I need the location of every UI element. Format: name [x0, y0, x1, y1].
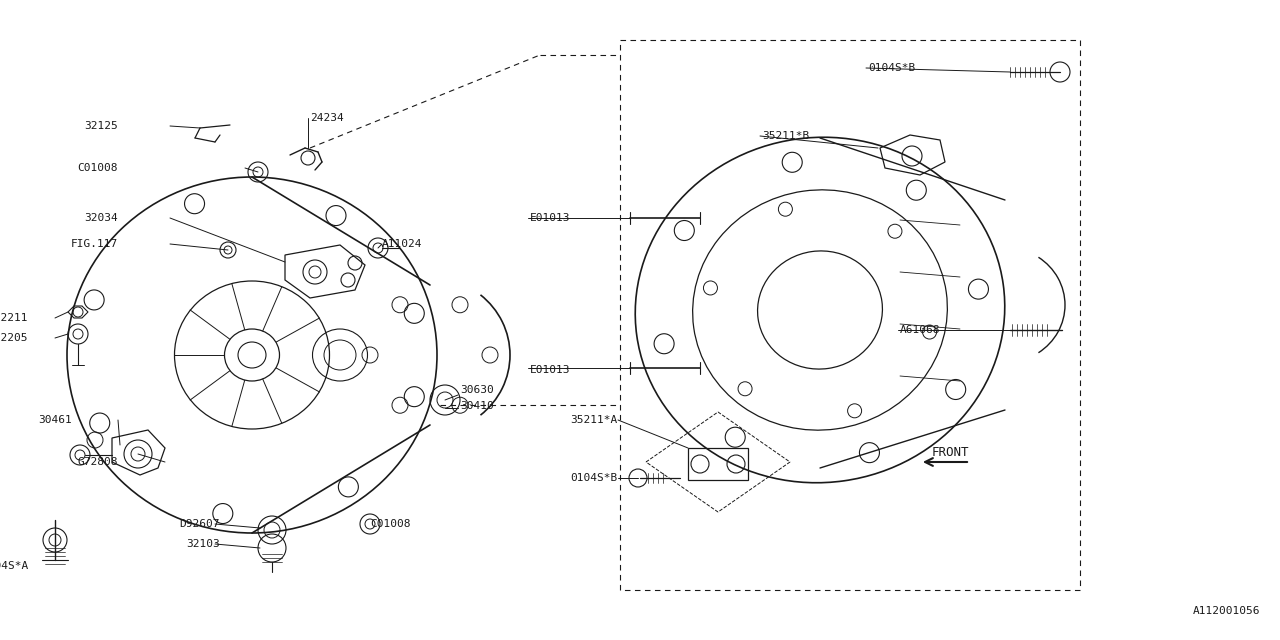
Text: 0104S*A: 0104S*A	[0, 561, 28, 571]
Text: C01008: C01008	[370, 519, 411, 529]
Text: D92607: D92607	[179, 519, 220, 529]
Text: E01013: E01013	[530, 365, 571, 375]
Text: FRONT: FRONT	[932, 445, 969, 458]
Text: E01013: E01013	[530, 213, 571, 223]
Text: A11024: A11024	[381, 239, 422, 249]
Text: H02211: H02211	[0, 313, 28, 323]
Text: 30410: 30410	[460, 401, 494, 411]
Text: A61068: A61068	[900, 325, 941, 335]
Text: 35211*B: 35211*B	[762, 131, 809, 141]
Text: 30630: 30630	[460, 385, 494, 395]
Text: 35211*A: 35211*A	[570, 415, 617, 425]
Text: 24234: 24234	[310, 113, 344, 123]
Text: 32103: 32103	[187, 539, 220, 549]
Text: C01008: C01008	[78, 163, 118, 173]
Text: 0104S*B: 0104S*B	[570, 473, 617, 483]
Text: D92205: D92205	[0, 333, 28, 343]
Text: FIG.117: FIG.117	[70, 239, 118, 249]
Text: A112001056: A112001056	[1193, 606, 1260, 616]
Text: 30461: 30461	[38, 415, 72, 425]
Text: 32034: 32034	[84, 213, 118, 223]
Text: 0104S*B: 0104S*B	[868, 63, 915, 73]
Text: 32125: 32125	[84, 121, 118, 131]
Text: G72808: G72808	[78, 457, 118, 467]
